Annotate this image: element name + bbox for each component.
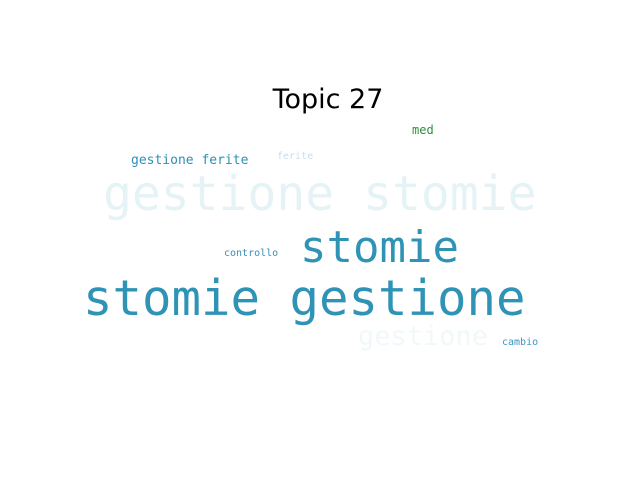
word-controllo: controllo <box>224 248 279 259</box>
word-gestione-ferite: gestione ferite <box>131 153 249 168</box>
word-stomie-gestione: stomie gestione <box>83 270 526 327</box>
plot-title: Topic 27 <box>272 84 384 115</box>
word-gestione: gestione <box>358 321 489 352</box>
word-med: med <box>412 123 434 137</box>
word-ferite: ferite <box>277 151 314 162</box>
word-gestione-stomie: gestione stomie <box>103 166 537 222</box>
word-cambio: cambio <box>502 337 539 348</box>
word-stomie: stomie <box>300 222 459 273</box>
